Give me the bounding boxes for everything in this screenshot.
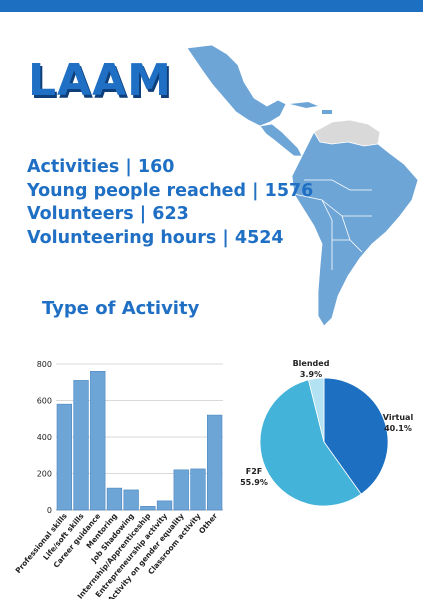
y-tick-label: 0 xyxy=(47,506,52,515)
bar xyxy=(73,380,89,511)
y-tick-label: 800 xyxy=(37,360,52,369)
bar xyxy=(173,469,189,511)
bar xyxy=(190,468,206,511)
page-title: LAAM xyxy=(28,55,172,106)
pie-label-name: Virtual xyxy=(383,413,414,422)
bar xyxy=(140,506,156,511)
map-borders xyxy=(293,179,372,270)
bar xyxy=(207,414,223,511)
delivery-pie-chart: Virtual 40.1% F2F 55.9% Blended 3.9% xyxy=(240,359,414,507)
map-central-america xyxy=(259,123,303,157)
x-tick-label: Other xyxy=(197,511,219,535)
pie-slice-f2f xyxy=(259,379,362,507)
pie-slice-blended xyxy=(307,377,325,443)
stat-activities: Activities | 160 xyxy=(27,157,175,177)
stat-volunteering-hours: Volunteering hours | 4524 xyxy=(27,227,284,248)
pie-label-name: Blended xyxy=(293,359,330,368)
bar xyxy=(123,489,139,511)
bar xyxy=(56,403,72,511)
bar xyxy=(90,370,106,511)
top-accent-bar xyxy=(0,0,423,12)
section-title: Type of Activity xyxy=(42,298,200,319)
latin-america-map xyxy=(186,44,419,327)
map-caribbean xyxy=(290,102,332,114)
bar xyxy=(156,500,173,511)
y-tick-label: 400 xyxy=(37,433,52,442)
map-south-america xyxy=(291,131,419,327)
stat-volunteers: Volunteers | 623 xyxy=(27,204,189,224)
stat-young-people: Young people reached | 1576 xyxy=(27,180,314,201)
stats-list: Activities | 160 Young people reached | … xyxy=(27,156,313,250)
pie-label-value: 3.9% xyxy=(300,370,322,379)
pie-label-value: 55.9% xyxy=(240,478,268,487)
bar xyxy=(106,487,123,511)
map-mexico xyxy=(186,44,287,127)
pie-label-value: 40.1% xyxy=(384,424,412,433)
pie-slice-virtual xyxy=(323,377,389,495)
y-tick-label: 200 xyxy=(37,470,52,479)
y-tick-label: 600 xyxy=(37,397,52,406)
pie-label-name: F2F xyxy=(246,467,263,476)
